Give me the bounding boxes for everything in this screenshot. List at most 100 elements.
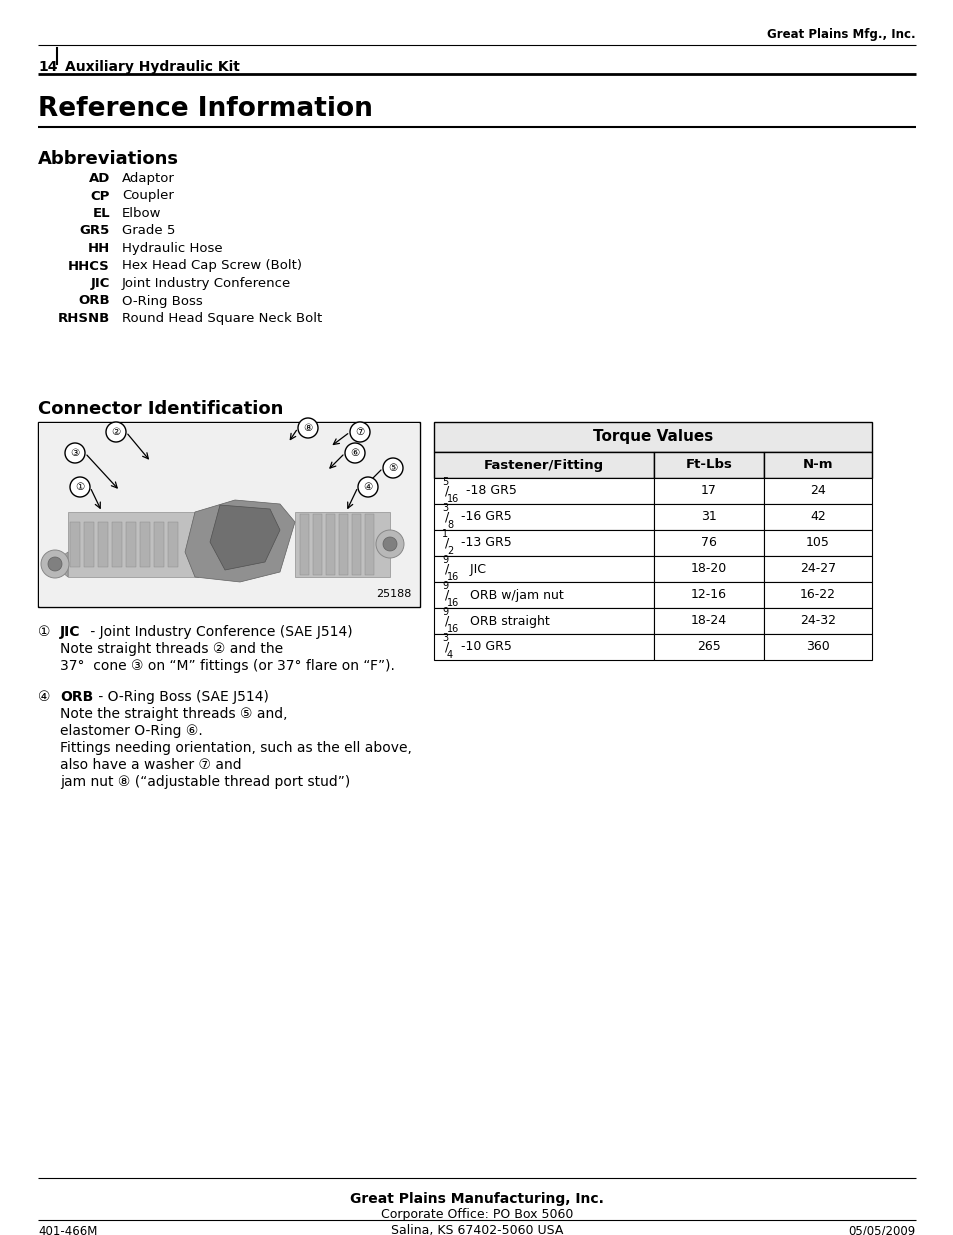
Bar	[654, 556, 763, 582]
Bar	[434, 530, 654, 556]
Text: 16: 16	[447, 598, 458, 608]
Text: 9: 9	[441, 606, 448, 618]
Bar	[434, 556, 654, 582]
Bar	[313, 514, 322, 576]
Bar	[294, 513, 390, 577]
Bar	[153, 522, 164, 567]
Text: Hydraulic Hose: Hydraulic Hose	[122, 242, 222, 254]
Text: O-Ring Boss: O-Ring Boss	[122, 294, 203, 308]
Text: 3: 3	[441, 503, 448, 513]
Text: ④: ④	[363, 482, 373, 492]
Text: ⑤: ⑤	[388, 463, 397, 473]
Text: Joint Industry Conference: Joint Industry Conference	[122, 277, 291, 290]
Circle shape	[106, 422, 126, 442]
Bar	[654, 582, 763, 608]
Text: Fastener/Fitting: Fastener/Fitting	[483, 458, 603, 472]
Text: 18-24: 18-24	[690, 615, 726, 627]
Text: /: /	[444, 484, 449, 498]
Text: Reference Information: Reference Information	[38, 96, 373, 122]
Text: -18 GR5: -18 GR5	[465, 484, 517, 498]
Text: 16-22: 16-22	[800, 589, 835, 601]
Text: N-m: N-m	[801, 458, 832, 472]
Bar	[98, 522, 108, 567]
Bar	[112, 522, 122, 567]
Circle shape	[357, 477, 377, 496]
Bar	[434, 582, 654, 608]
Bar	[84, 522, 94, 567]
Bar	[434, 452, 654, 478]
Text: GR5: GR5	[80, 225, 110, 237]
Polygon shape	[185, 500, 294, 582]
Text: EL: EL	[92, 207, 110, 220]
Bar	[654, 530, 763, 556]
Text: 24-27: 24-27	[800, 562, 835, 576]
Text: Great Plains Mfg., Inc.: Great Plains Mfg., Inc.	[766, 28, 915, 41]
Bar	[365, 514, 374, 576]
Circle shape	[48, 557, 62, 571]
Circle shape	[70, 477, 90, 496]
Text: Abbreviations: Abbreviations	[38, 149, 179, 168]
Text: Coupler: Coupler	[122, 189, 173, 203]
Text: Adaptor: Adaptor	[122, 172, 174, 185]
Text: Torque Values: Torque Values	[592, 430, 713, 445]
Text: 37°  cone ③ on “M” fittings (or 37° flare on “F”).: 37° cone ③ on “M” fittings (or 37° flare…	[60, 659, 395, 673]
Text: 31: 31	[700, 510, 716, 524]
Text: 265: 265	[697, 641, 720, 653]
Text: 12-16: 12-16	[690, 589, 726, 601]
Text: -13 GR5: -13 GR5	[460, 536, 511, 550]
Text: Corporate Office: PO Box 5060: Corporate Office: PO Box 5060	[380, 1208, 573, 1221]
Text: Round Head Square Neck Bolt: Round Head Square Neck Bolt	[122, 312, 322, 325]
Text: 360: 360	[805, 641, 829, 653]
Text: 2: 2	[447, 546, 453, 556]
Circle shape	[375, 530, 403, 558]
Text: Salina, KS 67402-5060 USA: Salina, KS 67402-5060 USA	[391, 1224, 562, 1235]
Text: Fittings needing orientation, such as the ell above,: Fittings needing orientation, such as th…	[60, 741, 412, 755]
Bar	[763, 530, 871, 556]
Text: 14: 14	[38, 61, 57, 74]
Text: - O-Ring Boss (SAE J514): - O-Ring Boss (SAE J514)	[94, 690, 269, 704]
Text: also have a washer ⑦ and: also have a washer ⑦ and	[60, 758, 241, 772]
Bar	[434, 422, 871, 452]
Text: JIC: JIC	[465, 562, 485, 576]
Bar	[763, 634, 871, 659]
Bar	[70, 522, 80, 567]
Text: ORB w/jam nut: ORB w/jam nut	[465, 589, 563, 601]
Text: /: /	[444, 536, 449, 550]
Text: 401-466M: 401-466M	[38, 1225, 97, 1235]
Circle shape	[297, 417, 317, 438]
Bar	[326, 514, 335, 576]
Circle shape	[345, 443, 365, 463]
Bar	[654, 452, 763, 478]
Bar	[434, 504, 654, 530]
Text: Hex Head Cap Screw (Bolt): Hex Head Cap Screw (Bolt)	[122, 259, 302, 273]
Text: jam nut ⑧ (“adjustable thread port stud”): jam nut ⑧ (“adjustable thread port stud”…	[60, 776, 350, 789]
Bar	[434, 634, 654, 659]
Text: Auxiliary Hydraulic Kit: Auxiliary Hydraulic Kit	[65, 61, 239, 74]
Bar	[434, 478, 654, 504]
Text: Ft-Lbs: Ft-Lbs	[685, 458, 732, 472]
Text: ⑦: ⑦	[355, 427, 364, 437]
Text: 16: 16	[447, 624, 458, 634]
Text: 1: 1	[441, 529, 448, 538]
Circle shape	[41, 550, 69, 578]
Text: -16 GR5: -16 GR5	[460, 510, 511, 524]
Text: 3: 3	[441, 634, 448, 643]
Bar	[763, 452, 871, 478]
Text: AD: AD	[89, 172, 110, 185]
Text: ①: ①	[75, 482, 85, 492]
Text: ①: ①	[38, 625, 51, 638]
Text: ⑥: ⑥	[350, 448, 359, 458]
Text: Elbow: Elbow	[122, 207, 161, 220]
Bar	[654, 504, 763, 530]
Bar	[654, 634, 763, 659]
Text: 17: 17	[700, 484, 717, 498]
Text: /: /	[444, 615, 449, 627]
Text: 4: 4	[447, 650, 453, 659]
Text: ③: ③	[71, 448, 79, 458]
Text: Great Plains Manufacturing, Inc.: Great Plains Manufacturing, Inc.	[350, 1192, 603, 1207]
Text: 9: 9	[441, 580, 448, 592]
Bar	[126, 522, 136, 567]
Text: /: /	[444, 641, 449, 653]
Polygon shape	[210, 505, 280, 571]
Text: 16: 16	[447, 572, 458, 582]
